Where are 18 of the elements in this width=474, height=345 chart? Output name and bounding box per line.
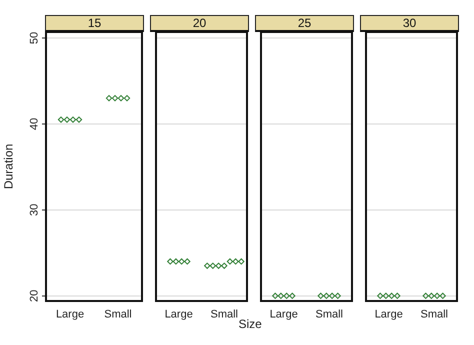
- x-tick-label: Small: [315, 308, 344, 321]
- x-tick-label: Large: [374, 308, 403, 321]
- y-tick-label: 50: [28, 32, 41, 44]
- y-tick-label: 20: [28, 290, 41, 302]
- chart-title: 25: [255, 15, 354, 32]
- x-tick-label: Small: [210, 308, 238, 321]
- chart-title: 20: [150, 15, 249, 32]
- chart-title: 15: [45, 15, 144, 32]
- x-tick-label: Large: [56, 308, 84, 321]
- y-tick-label: 30: [28, 204, 41, 216]
- y-axis-title: Duration: [2, 144, 16, 190]
- y-tick-label: 40: [28, 118, 41, 130]
- x-tick-label: Large: [270, 308, 298, 321]
- chart-title: 30: [360, 15, 459, 32]
- x-tick-label: Small: [104, 308, 132, 321]
- x-axis-title: Size: [238, 317, 262, 331]
- x-tick-label: Large: [164, 308, 193, 321]
- x-tick-label: Small: [420, 308, 448, 321]
